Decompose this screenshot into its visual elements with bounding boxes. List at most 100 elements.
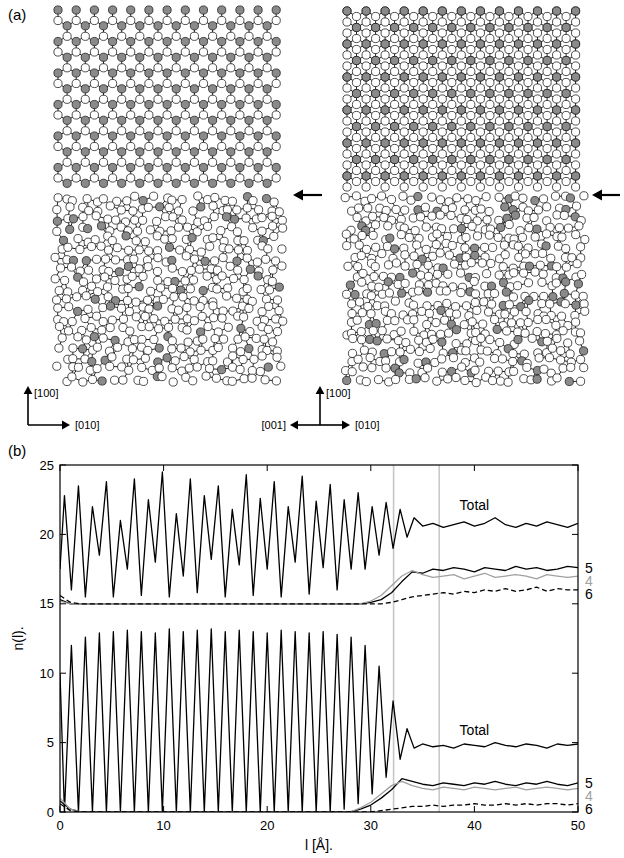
atom [168,256,176,264]
atom [236,16,244,24]
atom [258,214,266,222]
atom [245,344,253,352]
atom [245,148,253,156]
atom [154,95,162,103]
atom [54,111,62,119]
atom [254,111,262,119]
atom [221,196,229,204]
atom [81,127,89,135]
atom [63,148,71,156]
atom [190,64,198,72]
atom [92,275,100,283]
atom [172,116,180,124]
atom [272,163,280,171]
atom [181,111,189,119]
atom [54,69,62,77]
atom [63,22,71,30]
atom [218,314,226,322]
atom [51,275,59,283]
atom [218,174,226,182]
atom [109,16,117,24]
atom [81,179,89,187]
atom [218,272,226,280]
atom [124,262,132,270]
atom [236,163,244,171]
atom [272,132,280,140]
atom [125,307,133,315]
atom [69,344,77,352]
atom [181,16,189,24]
atom [54,142,62,150]
atom [165,243,173,251]
atom [245,127,253,135]
atom [187,266,195,274]
atom [145,79,153,87]
atom [145,174,153,182]
atom [278,262,286,270]
atom [249,197,257,205]
atom [199,100,207,108]
atom [79,345,87,353]
atom [243,285,251,293]
atom [156,203,164,211]
atom [159,295,167,303]
atom [72,163,80,171]
atom [218,163,226,171]
atom [245,95,253,103]
atom [260,335,268,343]
atom [88,358,96,366]
atom [90,174,98,182]
atom [145,100,153,108]
atom [90,16,98,24]
atom [209,202,217,210]
atom [131,216,139,224]
atom [65,303,73,311]
atom [54,16,62,24]
atom [190,317,198,325]
atom [127,100,135,108]
atom [228,377,236,385]
atom [63,85,71,93]
atom [145,6,153,14]
atom [279,224,287,232]
atom [209,32,217,40]
atom [197,346,205,354]
atom [240,375,248,383]
atom [127,69,135,77]
atom [55,287,63,295]
atom [254,132,262,140]
atom [270,198,278,206]
atom [69,355,77,363]
atom [66,225,74,233]
atom [181,69,189,77]
atom [92,212,100,220]
atom [90,142,98,150]
atom [72,132,80,140]
atom [99,32,107,40]
atom [254,16,262,24]
atom [218,79,226,87]
atom [119,376,127,384]
atom [254,79,262,87]
atom [154,116,162,124]
atom [145,16,153,24]
atom [218,100,226,108]
atom [115,268,123,276]
atom [125,366,133,374]
atom [272,79,280,87]
atom [202,372,210,380]
atom [193,363,201,371]
atom [136,148,144,156]
atom [181,6,189,14]
atom [130,336,138,344]
atom [129,356,137,364]
atom [150,315,158,323]
atom [53,296,61,304]
atom [72,100,80,108]
atom [124,284,132,292]
atom [63,95,71,103]
atom [240,276,248,284]
atom [218,142,226,150]
atom [174,306,182,314]
atom [111,256,119,264]
